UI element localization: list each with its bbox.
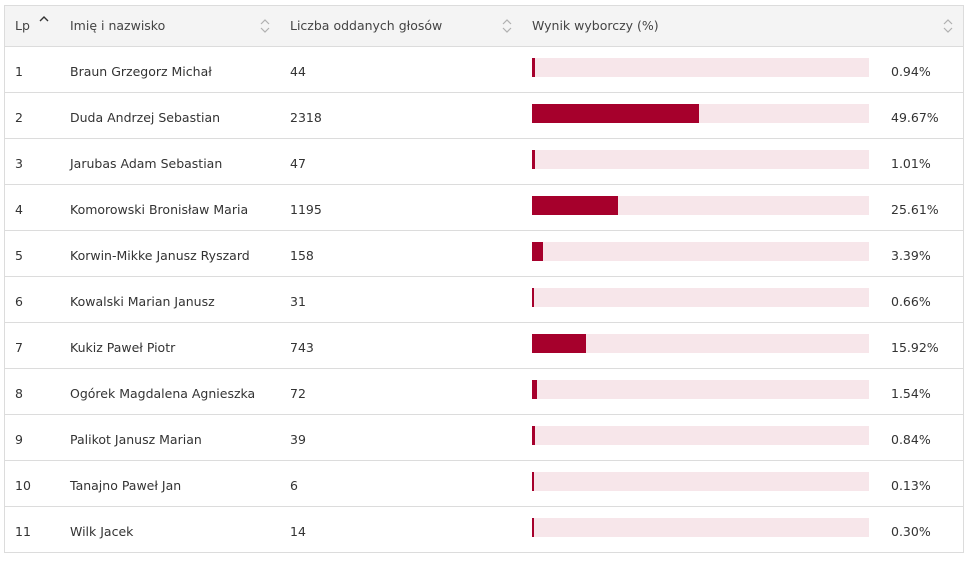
row-result: 1.54%: [891, 386, 931, 401]
result-bar-fill: [532, 242, 544, 261]
result-bar-fill: [532, 426, 535, 445]
column-header-name[interactable]: Imię i nazwisko: [70, 6, 165, 46]
row-name: Duda Andrzej Sebastian: [70, 110, 221, 125]
result-bar-fill: [532, 334, 586, 353]
row-votes: 6: [290, 478, 298, 493]
row-votes: 14: [290, 524, 306, 539]
result-bar-fill: [532, 150, 536, 169]
row-name: Ogórek Magdalena Agnieszka: [70, 386, 256, 401]
row-result: 1.01%: [891, 156, 931, 171]
sort-neutral-icon[interactable]: [502, 18, 512, 34]
row-result: 0.66%: [891, 294, 931, 309]
sort-ascending-icon: [39, 16, 49, 22]
row-name: Kukiz Paweł Piotr: [70, 340, 176, 355]
column-header-result-label: Wynik wyborczy (%): [532, 18, 659, 33]
results-table: Lp Imię i nazwisko Liczba oddanych głosó…: [4, 5, 964, 553]
table-header: Lp Imię i nazwisko Liczba oddanych głosó…: [5, 6, 963, 47]
row-lp: 6: [15, 294, 23, 309]
result-bar-fill: [532, 288, 535, 307]
result-bar-track: [532, 380, 869, 399]
result-bar-track: [532, 58, 869, 77]
column-header-lp[interactable]: Lp: [15, 6, 49, 46]
table-row: 4 Komorowski Bronisław Maria 1195 25.61%: [5, 185, 963, 231]
row-votes: 743: [290, 340, 314, 355]
row-votes: 44: [290, 64, 306, 79]
result-bar-fill: [532, 58, 536, 77]
table-row: 3 Jarubas Adam Sebastian 47 1.01%: [5, 139, 963, 185]
table-row: 8 Ogórek Magdalena Agnieszka 72 1.54%: [5, 369, 963, 415]
row-votes: 2318: [290, 110, 322, 125]
row-result: 25.61%: [891, 202, 939, 217]
row-lp: 5: [15, 248, 23, 263]
row-lp: 1: [15, 64, 23, 79]
table-row: 1 Braun Grzegorz Michał 44 0.94%: [5, 47, 963, 93]
row-name: Wilk Jacek: [70, 524, 134, 539]
row-votes: 39: [290, 432, 306, 447]
sort-neutral-icon[interactable]: [260, 18, 270, 34]
row-lp: 3: [15, 156, 23, 171]
result-bar-fill: [532, 518, 534, 537]
result-bar-fill: [532, 472, 534, 491]
row-result: 15.92%: [891, 340, 939, 355]
table-body: 1 Braun Grzegorz Michał 44 0.94% 2 Duda …: [5, 47, 963, 552]
result-bar-fill: [532, 196, 619, 215]
row-name: Korwin-Mikke Janusz Ryszard: [70, 248, 250, 263]
row-name: Tanajno Paweł Jan: [70, 478, 182, 493]
result-bar-track: [532, 196, 869, 215]
row-votes: 158: [290, 248, 314, 263]
row-votes: 72: [290, 386, 306, 401]
row-lp: 10: [15, 478, 31, 493]
table-row: 2 Duda Andrzej Sebastian 2318 49.67%: [5, 93, 963, 139]
table-row: 7 Kukiz Paweł Piotr 743 15.92%: [5, 323, 963, 369]
result-bar-track: [532, 472, 869, 491]
result-bar-track: [532, 288, 869, 307]
result-bar-track: [532, 334, 869, 353]
result-bar-fill: [532, 380, 538, 399]
sort-neutral-icon[interactable]: [943, 18, 953, 34]
table-row: 11 Wilk Jacek 14 0.30%: [5, 507, 963, 552]
row-lp: 7: [15, 340, 23, 355]
row-lp: 4: [15, 202, 23, 217]
column-header-name-label: Imię i nazwisko: [70, 18, 166, 33]
result-bar-track: [532, 150, 869, 169]
table-row: 5 Korwin-Mikke Janusz Ryszard 158 3.39%: [5, 231, 963, 277]
row-votes: 47: [290, 156, 306, 171]
row-name: Komorowski Bronisław Maria: [70, 202, 249, 217]
row-name: Palikot Janusz Marian: [70, 432, 202, 447]
table-row: 9 Palikot Janusz Marian 39 0.84%: [5, 415, 963, 461]
result-bar-track: [532, 426, 869, 445]
row-result: 0.13%: [891, 478, 931, 493]
result-bar-fill: [532, 104, 700, 123]
row-result: 49.67%: [891, 110, 939, 125]
row-name: Kowalski Marian Janusz: [70, 294, 215, 309]
result-bar-track: [532, 518, 869, 537]
row-name: Jarubas Adam Sebastian: [70, 156, 223, 171]
result-bar-track: [532, 242, 869, 261]
row-votes: 31: [290, 294, 306, 309]
row-result: 0.84%: [891, 432, 931, 447]
row-lp: 2: [15, 110, 23, 125]
row-result: 0.30%: [891, 524, 931, 539]
row-votes: 1195: [290, 202, 322, 217]
table-row: 6 Kowalski Marian Janusz 31 0.66%: [5, 277, 963, 323]
table-row: 10 Tanajno Paweł Jan 6 0.13%: [5, 461, 963, 507]
row-lp: 11: [15, 524, 31, 539]
column-header-votes[interactable]: Liczba oddanych głosów: [290, 6, 442, 46]
row-lp: 8: [15, 386, 23, 401]
row-result: 3.39%: [891, 248, 931, 263]
column-header-lp-label: Lp: [15, 18, 30, 33]
row-name: Braun Grzegorz Michał: [70, 64, 212, 79]
column-header-result[interactable]: Wynik wyborczy (%): [532, 6, 659, 46]
row-lp: 9: [15, 432, 23, 447]
row-result: 0.94%: [891, 64, 931, 79]
column-header-votes-label: Liczba oddanych głosów: [290, 18, 443, 33]
result-bar-track: [532, 104, 869, 123]
